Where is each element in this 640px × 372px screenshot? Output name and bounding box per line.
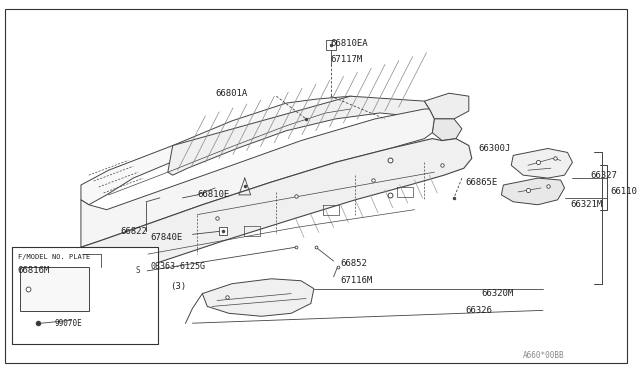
Bar — [326, 40, 335, 50]
Text: 66300J: 66300J — [479, 144, 511, 153]
Text: 66816M: 66816M — [18, 266, 50, 275]
Text: 66801A: 66801A — [215, 89, 248, 98]
Polygon shape — [202, 279, 314, 316]
Polygon shape — [501, 178, 564, 205]
Text: S: S — [136, 266, 141, 275]
Text: 66326: 66326 — [466, 306, 493, 315]
Text: 66852: 66852 — [340, 260, 367, 269]
Polygon shape — [81, 109, 435, 247]
Text: 66822: 66822 — [120, 227, 147, 236]
Text: F/MODEL NO. PLATE: F/MODEL NO. PLATE — [18, 254, 90, 260]
Polygon shape — [424, 93, 469, 119]
Polygon shape — [168, 96, 429, 175]
Bar — [12, 247, 158, 344]
Text: 66110: 66110 — [610, 187, 637, 196]
Text: 66321M: 66321M — [570, 200, 603, 209]
Text: 08363-6125G: 08363-6125G — [150, 262, 205, 272]
Text: 99070E: 99070E — [54, 319, 82, 328]
Text: 67116M: 67116M — [340, 276, 372, 285]
Polygon shape — [432, 119, 462, 141]
Text: 66320M: 66320M — [482, 289, 514, 298]
Polygon shape — [511, 148, 572, 178]
Text: 67117M: 67117M — [331, 55, 363, 64]
Text: 66810E: 66810E — [197, 190, 230, 199]
Polygon shape — [81, 139, 472, 289]
Bar — [219, 227, 227, 235]
Polygon shape — [81, 96, 365, 205]
Bar — [20, 267, 89, 311]
Text: (3): (3) — [170, 282, 186, 291]
Text: 66865E: 66865E — [466, 177, 498, 186]
Text: 67840E: 67840E — [150, 233, 182, 242]
Text: 66810EA: 66810EA — [331, 39, 368, 48]
Text: A660*00BB: A660*00BB — [523, 351, 564, 360]
Text: 66327: 66327 — [590, 171, 617, 180]
